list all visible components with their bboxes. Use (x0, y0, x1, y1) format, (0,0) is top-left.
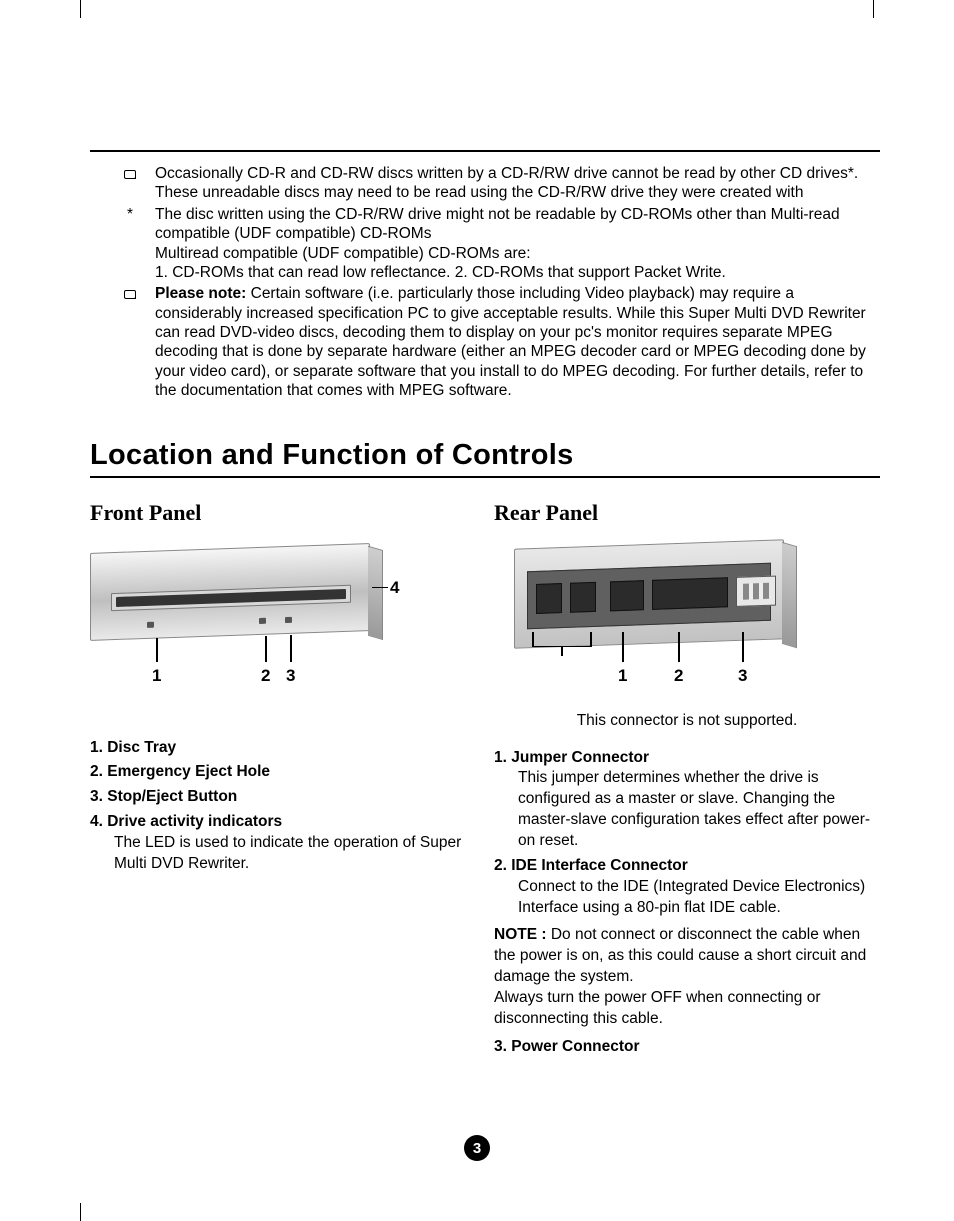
def-title: 2. IDE Interface Connector (494, 856, 880, 877)
bullet-item: Occasionally CD-R and CD-RW discs writte… (120, 164, 880, 203)
please-note-label: Please note: (155, 285, 246, 302)
page-content: Occasionally CD-R and CD-RW discs writte… (90, 70, 880, 1058)
callout-r1: 1 (618, 666, 627, 686)
callout-1: 1 (152, 666, 161, 686)
rear-note: NOTE : Do not connect or disconnect the … (494, 925, 880, 1030)
def-title: 1. Disc Tray (90, 738, 476, 759)
crop-mark (873, 0, 874, 18)
callout-number: 2 (261, 666, 270, 685)
rear-definitions-2: 3. Power Connector (494, 1037, 880, 1058)
callout-2: 2 (261, 666, 270, 686)
def-desc: Connect to the IDE (Integrated Device El… (494, 877, 880, 919)
front-panel-column: Front Panel 4 1 (90, 500, 476, 1059)
bullet-text: Please note: Certain software (i.e. part… (155, 285, 866, 399)
bullet-item: Please note: Certain software (i.e. part… (120, 284, 880, 400)
audio-connector-2 (570, 581, 596, 612)
callout-number: 1 (618, 666, 627, 685)
callout-number: 3 (738, 666, 747, 685)
callout-number: 2 (674, 666, 683, 685)
intro-bullets: Occasionally CD-R and CD-RW discs writte… (90, 164, 880, 401)
def-title: 3. Stop/Eject Button (90, 787, 476, 808)
asterisk-marker: * (120, 205, 140, 224)
bullet-item: * The disc written using the CD-R/RW dri… (120, 205, 880, 283)
front-indicator-1 (147, 621, 154, 627)
def-title: 1. Jumper Connector (494, 748, 880, 769)
callout-number: 3 (286, 666, 295, 685)
def-desc: The LED is used to indicate the operatio… (90, 833, 476, 875)
two-column-layout: Front Panel 4 1 (90, 500, 880, 1059)
front-panel-title: Front Panel (90, 500, 476, 526)
dvd-drive-front-illustration (90, 543, 370, 641)
callout-number: 4 (390, 578, 399, 597)
section-title: Location and Function of Controls (90, 439, 880, 472)
def-desc: This jumper determines whether the drive… (494, 768, 880, 852)
square-bullet-icon (120, 284, 140, 303)
front-indicator-2 (259, 617, 266, 623)
note-text: Do not connect or disconnect the cable w… (494, 926, 866, 1027)
def-title: 2. Emergency Eject Hole (90, 762, 476, 783)
audio-connector (536, 583, 562, 614)
callout-r2: 2 (674, 666, 683, 686)
front-indicator-3 (285, 616, 292, 622)
crop-mark (80, 1203, 81, 1221)
page-number: 3 (473, 1140, 481, 1157)
rear-panel-column: Rear Panel (494, 500, 880, 1059)
def-title: 4. Drive activity indicators (90, 812, 476, 833)
rear-caption: This connector is not supported. (494, 712, 880, 730)
bullet-text: Occasionally CD-R and CD-RW discs writte… (155, 165, 858, 201)
rear-connector-panel (527, 562, 771, 629)
callout-3: 3 (286, 666, 295, 686)
power-connector (736, 575, 776, 606)
bullet-rest: Certain software (i.e. particularly thos… (155, 285, 866, 399)
callout-r3: 3 (738, 666, 747, 686)
top-rule (90, 150, 880, 152)
rear-panel-title: Rear Panel (494, 500, 880, 526)
dvd-drive-rear-illustration (514, 539, 784, 648)
note-label: NOTE : (494, 926, 547, 943)
rear-definitions: 1. Jumper Connector This jumper determin… (494, 748, 880, 919)
front-panel-figure: 4 1 2 3 (90, 538, 476, 698)
callout-number: 1 (152, 666, 161, 685)
jumper-connector (610, 580, 644, 611)
section-rule (90, 476, 880, 478)
crop-mark (80, 0, 81, 18)
page-number-badge: 3 (464, 1135, 490, 1161)
callout-4: 4 (390, 578, 399, 598)
front-definitions: 1. Disc Tray 2. Emergency Eject Hole 3. … (90, 738, 476, 876)
bullet-text: The disc written using the CD-R/RW drive… (155, 206, 840, 281)
rear-panel-figure: 1 2 3 (494, 538, 880, 698)
disc-tray-slot (111, 584, 351, 610)
square-bullet-icon (120, 164, 140, 183)
ide-connector (652, 577, 728, 610)
def-title: 3. Power Connector (494, 1037, 880, 1058)
